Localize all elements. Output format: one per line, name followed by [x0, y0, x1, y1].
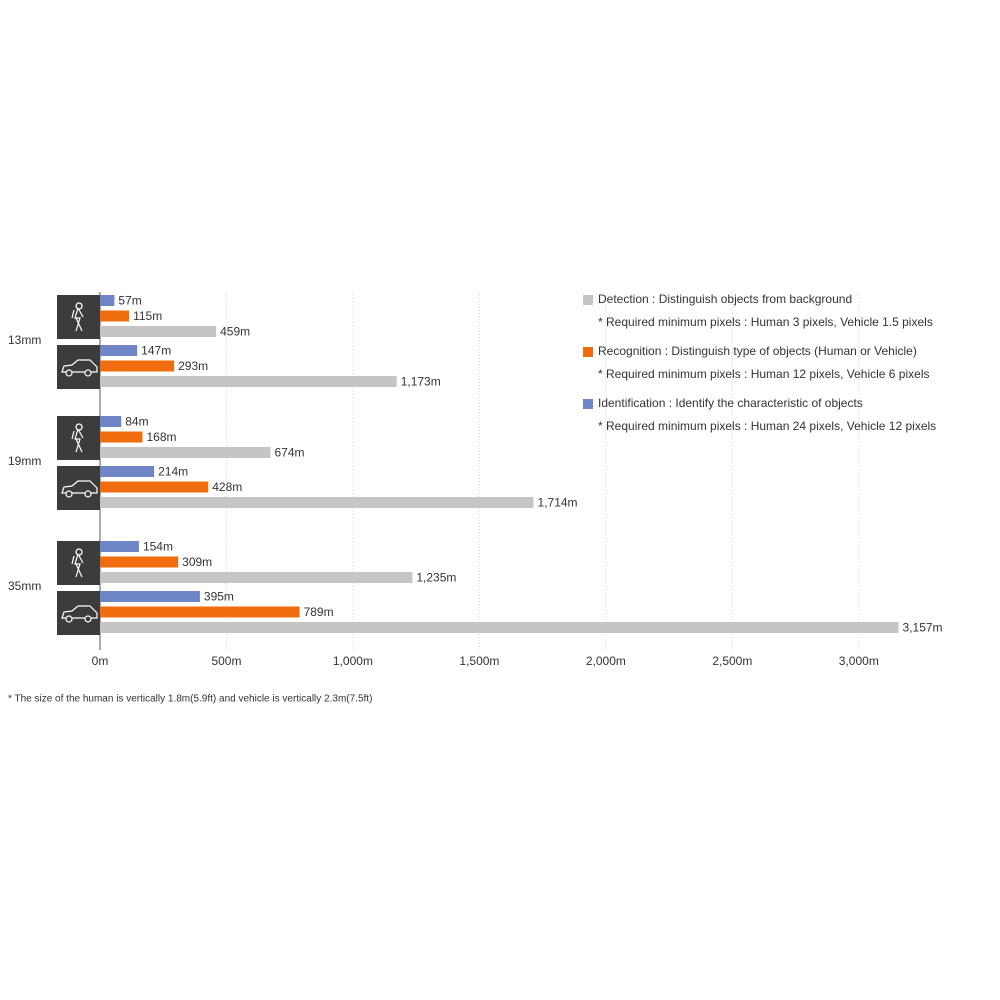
human-icon — [71, 548, 84, 578]
row-icon-box — [57, 541, 100, 585]
bar — [100, 416, 122, 427]
row-icon-box — [57, 295, 100, 339]
legend-label: Identification : Identify the characteri… — [598, 396, 863, 410]
value-label: 115m — [133, 309, 162, 323]
bar — [100, 466, 155, 477]
bar — [100, 360, 175, 372]
group-label: 19mm — [8, 454, 41, 468]
x-tick-label: 2,500m — [712, 654, 752, 668]
legend-note: * Required minimum pixels : Human 3 pixe… — [598, 315, 933, 329]
value-label: 84m — [125, 415, 148, 429]
bar — [100, 310, 130, 322]
value-label: 1,173m — [401, 375, 441, 389]
bar — [100, 295, 115, 306]
bar — [100, 345, 138, 356]
human-icon — [71, 302, 84, 332]
group-label: 35mm — [8, 579, 41, 593]
legend-swatch — [583, 347, 593, 357]
bar — [100, 591, 200, 602]
x-tick-label: 500m — [211, 654, 241, 668]
vehicle-icon — [61, 605, 98, 619]
value-label: 214m — [158, 465, 188, 479]
value-label: 428m — [212, 480, 242, 494]
value-label: 154m — [143, 540, 173, 554]
value-label: 309m — [182, 555, 212, 569]
x-tick-label: 1,000m — [333, 654, 373, 668]
legend-swatch — [583, 399, 593, 409]
human-icon — [71, 423, 84, 453]
x-tick-label: 2,000m — [586, 654, 626, 668]
row-icon-box — [57, 416, 100, 460]
value-label: 168m — [146, 430, 176, 444]
value-label: 459m — [220, 325, 250, 339]
bar — [100, 376, 397, 387]
x-tick-label: 1,500m — [459, 654, 499, 668]
bar — [100, 497, 534, 508]
legend-label: Detection : Distinguish objects from bac… — [598, 292, 852, 306]
vehicle-wheel — [65, 490, 73, 498]
legend-note: * Required minimum pixels : Human 12 pix… — [598, 367, 929, 381]
vehicle-icon — [61, 359, 98, 373]
bar — [100, 572, 413, 583]
value-label: 57m — [118, 294, 141, 308]
vehicle-wheel — [65, 369, 73, 377]
footnote: * The size of the human is vertically 1.… — [8, 694, 372, 705]
vehicle-icon — [61, 480, 98, 494]
value-label: 1,714m — [538, 496, 578, 510]
legend-swatch — [583, 295, 593, 305]
value-label: 674m — [274, 446, 304, 460]
legend-label: Recognition : Distinguish type of object… — [598, 344, 917, 358]
bar — [100, 431, 143, 443]
bar — [100, 556, 179, 568]
vehicle-wheel — [65, 615, 73, 623]
x-tick-label: 0m — [92, 654, 109, 668]
bar — [100, 541, 139, 552]
value-label: 3,157m — [903, 621, 943, 635]
bar — [100, 447, 271, 458]
vehicle-wheel — [84, 369, 92, 377]
value-label: 395m — [204, 590, 234, 604]
vehicle-wheel — [84, 490, 92, 498]
bar — [100, 481, 209, 493]
value-label: 293m — [178, 359, 208, 373]
value-label: 147m — [141, 344, 171, 358]
value-label: 1,235m — [416, 571, 456, 585]
group-label: 13mm — [8, 333, 41, 347]
bar — [100, 606, 300, 618]
vehicle-wheel — [84, 615, 92, 623]
bar — [100, 622, 899, 633]
x-tick-label: 3,000m — [839, 654, 879, 668]
value-label: 789m — [304, 605, 334, 619]
legend-note: * Required minimum pixels : Human 24 pix… — [598, 419, 936, 433]
bar — [100, 326, 217, 337]
